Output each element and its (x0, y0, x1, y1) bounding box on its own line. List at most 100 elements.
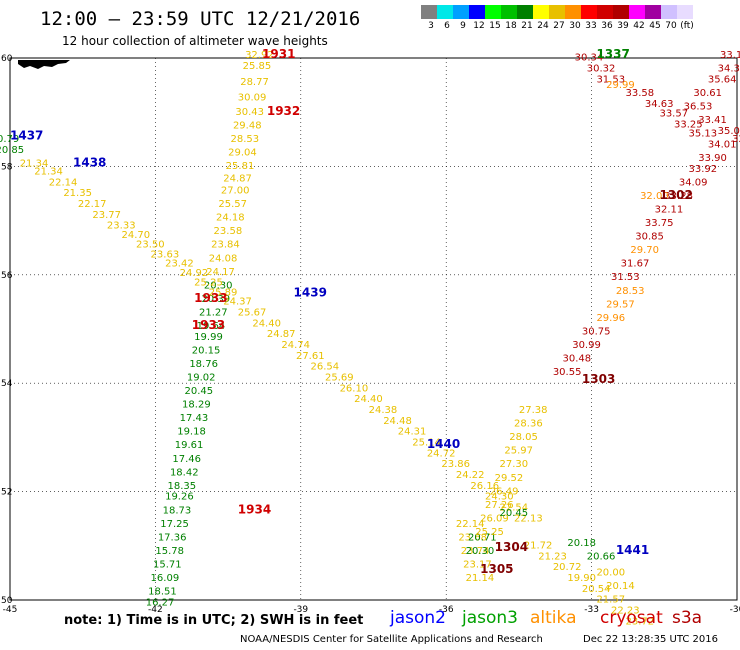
wave-height-value: 30.61 (693, 88, 722, 99)
wave-height-value: 31.53 (596, 74, 625, 85)
wave-height-value: 33.13 (720, 50, 740, 61)
wave-height-value: 30.09 (238, 92, 267, 103)
wave-height-value: 25.14 (412, 438, 441, 449)
wave-height-value: 20.45 (500, 508, 529, 519)
wave-height-value: 33.57 (659, 109, 688, 120)
wave-height-value: 24.08 (209, 253, 238, 264)
wave-height-value: 27.26 (485, 500, 514, 511)
pass-number-label: 1304 (495, 540, 528, 554)
colorbar-swatch (453, 5, 469, 19)
wave-height-value: 18.42 (170, 467, 199, 478)
wave-height-value: 23.84 (211, 240, 240, 251)
legend-altika: altika (530, 608, 577, 628)
wave-height-value: 18.29 (182, 400, 211, 411)
wave-height-value: 33.28 (664, 191, 693, 202)
wave-height-value: 15.71 (153, 559, 182, 570)
coastline (18, 60, 70, 69)
colorbar-swatch (421, 5, 437, 19)
wave-height-value: 26.16 (470, 481, 499, 492)
pass-number-label: 1931 (262, 47, 295, 61)
y-tick-label: 50 (1, 596, 13, 606)
wave-height-value: 19.99 (194, 332, 223, 343)
wave-height-value: 24.18 (216, 213, 245, 224)
colorbar-swatch (517, 5, 533, 19)
wave-height-value: 25.97 (504, 446, 533, 457)
wave-height-value: 22.54 (500, 503, 529, 514)
wave-height-value: 21.34 (20, 158, 49, 169)
colorbar-label: 33 (585, 21, 597, 31)
wave-height-value: 15.78 (155, 546, 184, 557)
wave-height-value: 30.32 (587, 64, 616, 75)
wave-height-value: 23.68 (458, 532, 487, 543)
colorbar-swatch (485, 5, 501, 19)
wave-height-value: 29.96 (596, 313, 625, 324)
wave-height-value: 28.53 (231, 134, 260, 145)
colorbar-labels: 3 6 9 12 15 18 21 24 27 30 33 36 39 42 45 70 (ft) (421, 21, 740, 35)
map-subtitle: 12 hour collection of altimeter wave hei… (62, 34, 328, 48)
wave-height-value: 20.39 (201, 294, 230, 305)
wave-height-value: 29.99 (606, 80, 635, 91)
x-tick-label: -33 (584, 605, 599, 615)
wave-height-value: 19.02 (187, 372, 216, 383)
wave-height-value: 32.92 (245, 50, 274, 61)
wave-height-value: 22.14 (456, 519, 485, 530)
colorbar-swatch (629, 5, 645, 19)
colorbar-label: 27 (553, 21, 565, 31)
wave-height-value: 20.85 (0, 145, 24, 156)
pass-number-label: 1440 (427, 437, 460, 451)
pass-number-label: 1337 (596, 47, 629, 61)
wave-height-value: 20.15 (192, 345, 221, 356)
wave-height-value: 17.36 (158, 532, 187, 543)
wave-height-value: 30.34 (575, 53, 604, 64)
colorbar-swatch (597, 5, 613, 19)
wave-height-value: 25.25 (194, 278, 223, 289)
colorbar-label: 24 (537, 21, 549, 31)
wave-height-value: 23.77 (92, 210, 121, 221)
wave-height-value: 25.85 (243, 61, 272, 72)
wave-height-value: 24.74 (281, 340, 310, 351)
credit-text: NOAA/NESDIS Center for Satellite Applica… (240, 634, 543, 645)
map-title: 12:00 — 23:59 UTC 12/21/2016 (40, 8, 361, 30)
wave-height-value: 19.26 (165, 492, 194, 503)
wave-height-value: 20.30 (204, 280, 233, 291)
map-frame (9, 57, 738, 601)
wave-height-value: 20.45 (184, 386, 213, 397)
wave-height-value: 24.70 (121, 230, 150, 241)
colorbar-label: 3 (428, 21, 434, 31)
wave-height-value: 26.54 (310, 362, 339, 373)
x-tick-label: -42 (148, 605, 163, 615)
colorbar-swatch (501, 5, 517, 19)
wave-height-value: 28.36 (514, 419, 543, 430)
y-tick-label: 56 (1, 271, 13, 281)
wave-height-value: 24.87 (223, 174, 252, 185)
wave-height-value: 24.92 (180, 268, 209, 279)
x-tick-label: -30 (730, 605, 740, 615)
wave-height-value: 25.69 (325, 372, 354, 383)
legend-jason2: jason2 (390, 608, 446, 628)
wave-height-value: 17.46 (172, 454, 201, 465)
wave-height-value: 20.66 (587, 551, 616, 562)
wave-height-value: 23.50 (136, 240, 165, 251)
wave-height-value: 30.43 (235, 107, 264, 118)
wave-height-value: 34.09 (679, 177, 708, 188)
wave-height-value: 24.22 (456, 470, 485, 481)
wave-height-value: 32.00 (640, 191, 669, 202)
wave-height-value: 23.17 (463, 559, 492, 570)
note-text: note: 1) Time is in UTC; 2) SWH is in fe… (64, 613, 364, 628)
wave-height-value: 17.25 (160, 519, 189, 530)
colorbar-swatch (565, 5, 581, 19)
x-tick-label: -36 (439, 605, 454, 615)
wave-height-value: 20.14 (606, 581, 635, 592)
wave-height-value: 24.17 (206, 267, 235, 278)
pass-number-label: 1438 (73, 155, 106, 169)
wave-height-value: 24.38 (369, 405, 398, 416)
wave-height-value: 30.85 (635, 232, 664, 243)
wave-height-value: 19.90 (567, 573, 596, 584)
colorbar-label: 36 (601, 21, 613, 31)
wave-height-value: 32.11 (655, 204, 684, 215)
wave-height-value: 29.48 (233, 120, 262, 131)
wave-height-value: 29.70 (630, 245, 659, 256)
pass-number-label: 1933 (192, 318, 225, 332)
wave-height-value: 21.27 (199, 307, 228, 318)
